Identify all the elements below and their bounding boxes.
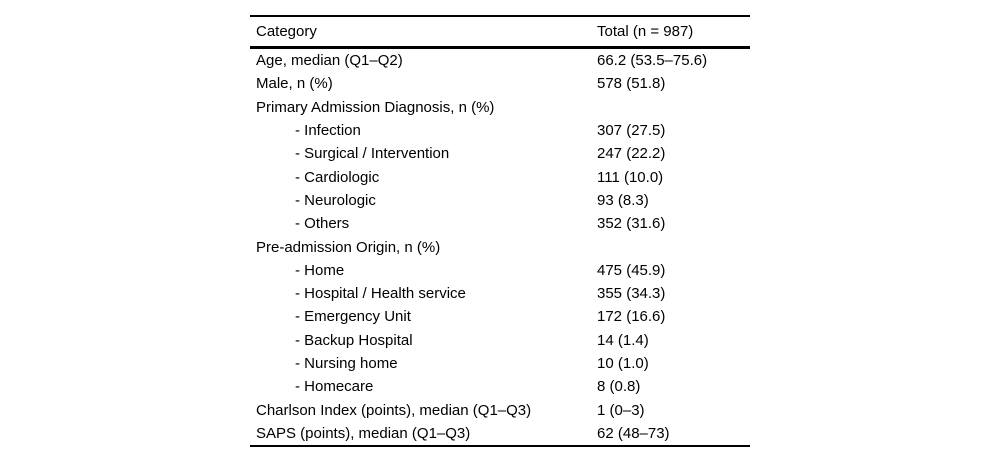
row-label: - Infection bbox=[295, 122, 361, 140]
row-label: Charlson Index (points), median (Q1–Q3) bbox=[256, 401, 532, 419]
row-label: Age, median (Q1–Q2) bbox=[256, 52, 403, 70]
row-value: 14 (1.4) bbox=[597, 331, 649, 349]
row-value: 172 (16.6) bbox=[597, 308, 666, 326]
row-label: - Others bbox=[295, 215, 350, 233]
row-label: - Nursing home bbox=[295, 355, 398, 372]
table-row: Charlson Index (points), median (Q1–Q3) … bbox=[250, 398, 750, 421]
row-label: - Home bbox=[295, 261, 345, 279]
row-label: - Backup Hospital bbox=[295, 331, 413, 349]
row-label: Primary Admission Diagnosis, n (%) bbox=[256, 98, 495, 116]
table-row: Male, n (%) 578 (51.8) bbox=[250, 72, 750, 95]
table-row: Pre-admission Origin, n (%) bbox=[250, 235, 750, 258]
patient-characteristics-table: Category Total (n = 987) Age, median (Q1… bbox=[250, 15, 750, 448]
row-value: 62 (48–73) bbox=[597, 424, 670, 442]
table-row: SAPS (points), median (Q1–Q3) 62 (48–73) bbox=[250, 422, 750, 445]
row-value: 475 (45.9) bbox=[597, 261, 666, 279]
table-row: Primary Admission Diagnosis, n (%) bbox=[250, 96, 750, 119]
row-label: - Hospital / Health service bbox=[295, 285, 466, 303]
table-row: - Hospital / Health service 355 (34.3) bbox=[250, 282, 750, 305]
table-row: - Nursing home 10 (1.0) bbox=[250, 352, 750, 375]
row-value: 66.2 (53.5–75.6) bbox=[597, 52, 708, 70]
table-row: - Neurologic 93 (8.3) bbox=[250, 189, 750, 212]
table-row: - Home 475 (45.9) bbox=[250, 259, 750, 282]
row-label: Pre-admission Origin, n (%) bbox=[256, 238, 441, 256]
table-header-row: Category Total (n = 987) bbox=[250, 17, 750, 49]
row-value: 10 (1.0) bbox=[597, 355, 649, 372]
row-value: 307 (27.5) bbox=[597, 122, 666, 140]
row-value: 352 (31.6) bbox=[597, 215, 666, 233]
table-row: - Backup Hospital 14 (1.4) bbox=[250, 329, 750, 352]
row-label: SAPS (points), median (Q1–Q3) bbox=[256, 424, 471, 442]
row-value: 355 (34.3) bbox=[597, 285, 666, 303]
row-label: Male, n (%) bbox=[256, 75, 333, 93]
table-row: - Cardiologic 111 (10.0) bbox=[250, 165, 750, 188]
row-value: 578 (51.8) bbox=[597, 75, 666, 93]
row-label: - Cardiologic bbox=[295, 168, 380, 186]
row-label: - Neurologic bbox=[295, 191, 376, 209]
row-value: 93 (8.3) bbox=[597, 191, 649, 209]
table-row: - Emergency Unit 172 (16.6) bbox=[250, 305, 750, 328]
column-header-category: Category bbox=[256, 23, 317, 40]
row-value: 247 (22.2) bbox=[597, 145, 666, 163]
table-row: - Homecare 8 (0.8) bbox=[250, 375, 750, 398]
table-row: - Infection 307 (27.5) bbox=[250, 119, 750, 142]
row-label: - Homecare bbox=[295, 378, 374, 396]
row-value: 1 (0–3) bbox=[597, 401, 645, 419]
row-label: - Emergency Unit bbox=[295, 308, 411, 326]
table-row: - Others 352 (31.6) bbox=[250, 212, 750, 235]
row-label: - Surgical / Intervention bbox=[295, 145, 450, 163]
table-body: Age, median (Q1–Q2) 66.2 (53.5–75.6) Mal… bbox=[250, 49, 750, 445]
column-header-total: Total (n = 987) bbox=[597, 23, 694, 40]
row-value: 111 (10.0) bbox=[597, 168, 664, 186]
table-row: Age, median (Q1–Q2) 66.2 (53.5–75.6) bbox=[250, 49, 750, 72]
row-value: 8 (0.8) bbox=[597, 378, 641, 396]
table-row: - Surgical / Intervention 247 (22.2) bbox=[250, 142, 750, 165]
